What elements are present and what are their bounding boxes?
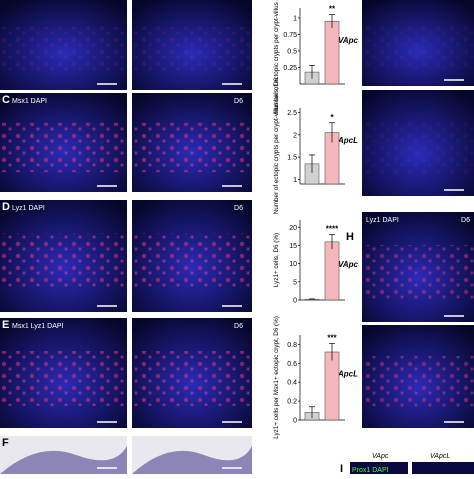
stain-label: Prox1 DAPI [352,467,389,474]
stain-overlay [362,25,474,69]
y-tick-label: 0.5 [287,48,297,55]
y-axis-label: Lyz1+ cells per Msx1+ ectopic crypt, D6 … [273,316,280,439]
panel-letter: C [2,94,10,106]
tissue [0,446,127,474]
genotype-label: VApcL [333,370,358,379]
y-tick-label: 0.25 [283,65,297,72]
genotype-label: VApc [338,260,358,269]
panel-letter: I [340,463,343,474]
panel-letter: F [2,437,9,449]
stain-overlay [362,121,474,175]
micrograph [350,462,408,474]
y-tick-label: 0 [293,298,297,305]
y-tick-label: 2 [293,132,297,139]
y-tick-label: 0.8 [287,342,297,349]
day-label: D6 [234,205,243,212]
day-label: D6 [234,98,243,105]
y-tick-label: 20 [289,225,297,232]
stain-overlay [132,27,252,72]
significance: *** [327,334,337,343]
significance: * [330,113,334,122]
stain-overlay [132,122,252,173]
stain-label: Lyz1 DAPI [366,217,399,224]
stain-label: Msx1 DAPI [12,98,47,105]
y-tick-label: 15 [289,243,297,250]
bar [324,351,340,421]
micrograph [412,462,474,474]
bar [324,20,340,85]
stain-overlay [362,245,474,300]
panel-letter: H [346,231,354,243]
column-label: VApc [372,453,389,460]
y-tick-label: 10 [289,261,297,268]
y-tick-label: 1.5 [287,155,297,162]
y-tick-label: 0.2 [287,399,297,406]
significance: ** [329,5,336,14]
day-label: D6 [461,217,470,224]
stain-overlay [132,233,252,290]
tissue [132,446,252,474]
day-label: D6 [234,323,243,330]
y-tick-label: 0.4 [287,380,297,387]
y-tick-label: 0.6 [287,361,297,368]
stain-overlay [362,355,474,408]
stain-overlay [0,351,127,406]
column-label: VApcL [430,453,450,460]
y-tick-label: 5 [293,279,297,286]
bar [324,241,340,301]
stain-overlay [0,233,127,290]
y-tick-label: 0 [293,418,297,425]
stain-overlay [132,351,252,406]
panel-letter: E [2,319,9,331]
stain-label: Lyz1 DAPI [12,205,45,212]
y-tick-label: 1 [293,177,297,184]
y-tick-label: 2.5 [287,110,297,117]
y-tick-label: 0.75 [283,32,297,39]
panel-letter: D [2,201,10,213]
stain-overlay [0,27,127,72]
genotype-label: VApcL [333,136,358,145]
genotype-label: VApc [338,36,358,45]
y-axis-label: Number of ectopic crypts per crypt-villu… [273,0,280,114]
stain-overlay [0,122,127,173]
y-axis-label: Lyz1+ cells, D6 (%) [273,233,280,287]
stain-label: Msx1 Lyz1 DAPI [12,323,64,330]
y-tick-label: 1 [293,15,297,22]
significance: **** [326,225,339,234]
y-axis-label: Number of ectopic crypts per crypt-villu… [273,77,280,214]
